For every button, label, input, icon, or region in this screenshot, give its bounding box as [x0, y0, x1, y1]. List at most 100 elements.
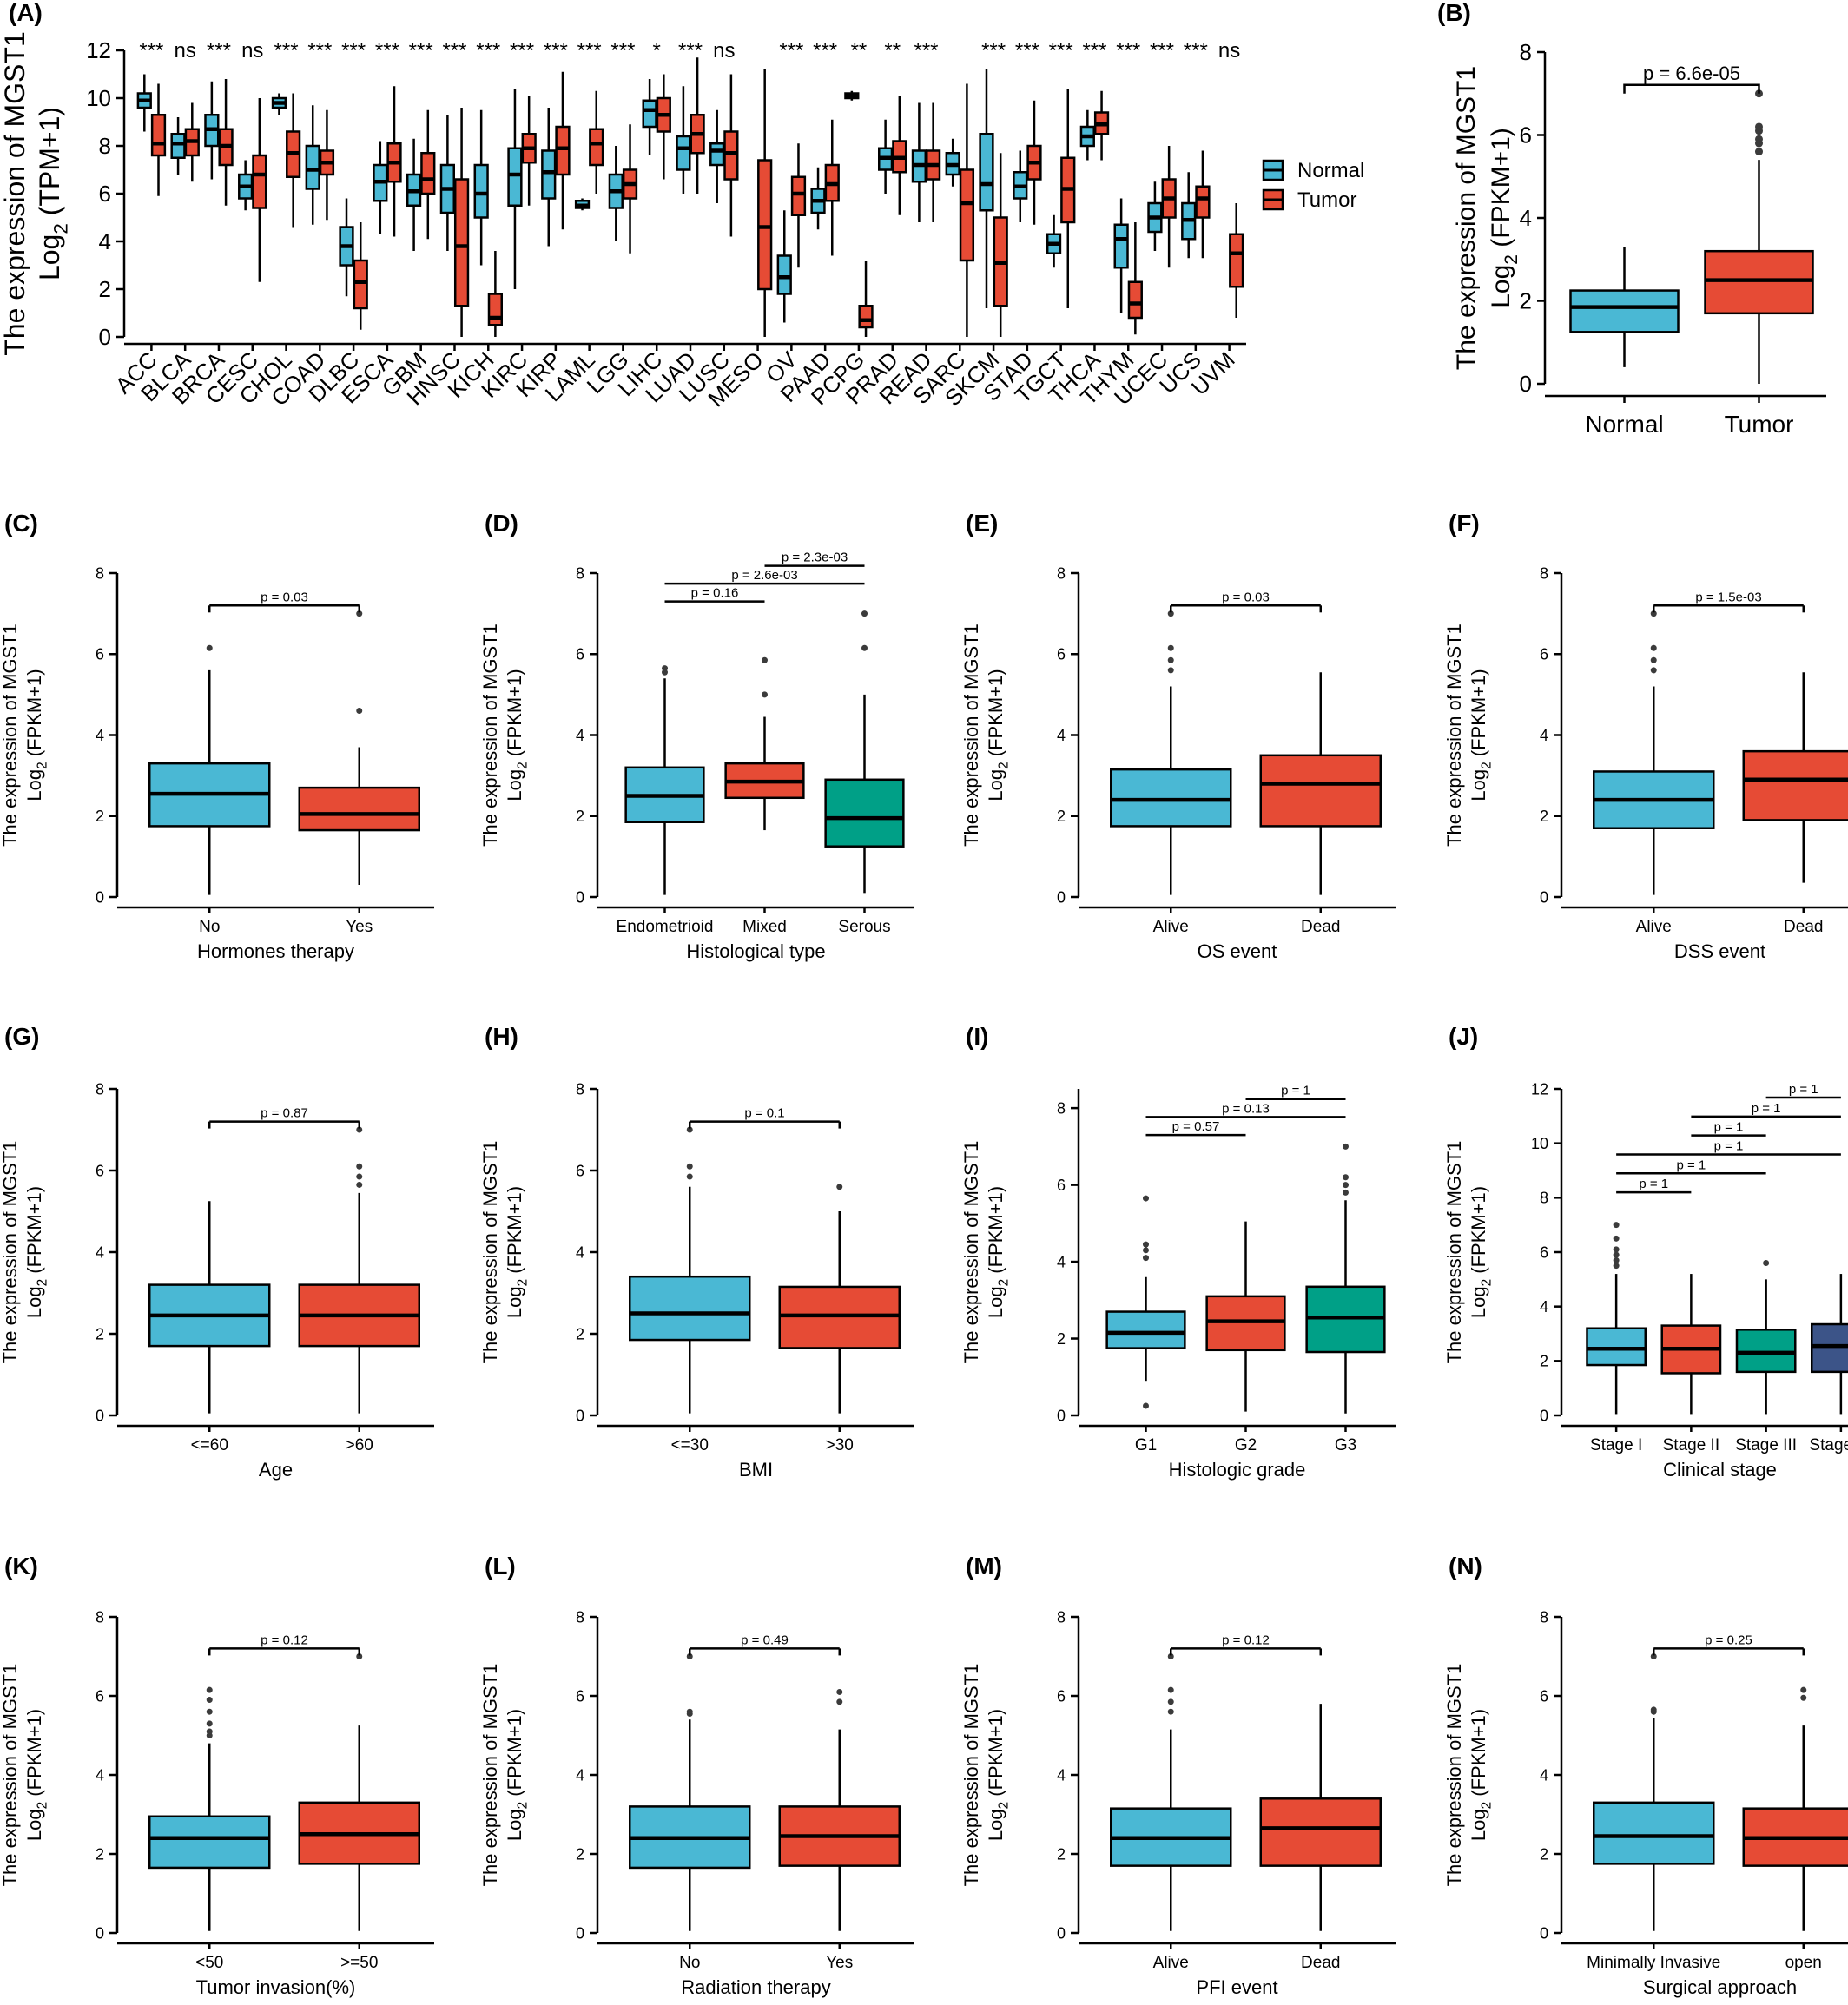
tumor-uvm-box — [1229, 233, 1244, 288]
y-axis-label: The expression of MGST1 — [1443, 1141, 1465, 1364]
significance-label: *** — [409, 39, 433, 63]
tumor-acc-box — [150, 114, 167, 157]
comparison-p-value: p = 0.13 — [1222, 1101, 1270, 1116]
tumor-box — [1704, 249, 1814, 315]
x-axis-label: Tumor invasion(%) — [196, 1976, 356, 1998]
y-tick-label: 2 — [99, 276, 111, 302]
outlier-point — [1755, 122, 1763, 131]
y-tick-label: 6 — [1057, 1687, 1066, 1705]
y-tick-label: 0 — [1057, 1407, 1066, 1424]
significance-label: *** — [476, 39, 500, 63]
outlier-point — [686, 1173, 693, 1180]
y-axis-label: The expression of MGST1 — [0, 31, 30, 355]
panel-l: (L) The expression of MGST1 Log2 (FPKM+1) 0… — [479, 1553, 914, 1998]
y-tick-label: 2 — [1540, 808, 1548, 825]
panel-m: (M) The expression of MGST1 Log2 (FPKM+1) 0… — [960, 1553, 1396, 1998]
tumor-gbm-box — [420, 152, 436, 195]
y-tick-label: 8 — [1540, 1190, 1548, 1207]
y-tick-label: 2 — [576, 808, 584, 825]
y-tick-label: 4 — [576, 1243, 584, 1261]
y-tick-label: 4 — [99, 228, 111, 254]
legend-label: Tumor — [1297, 188, 1356, 212]
y-tick-label: 4 — [1057, 1766, 1066, 1784]
y-tick-label: 0 — [1540, 1407, 1548, 1424]
outlier-point — [1650, 1653, 1657, 1659]
significance-label: *** — [510, 39, 534, 63]
outlier-point — [836, 1698, 843, 1705]
outlier-point — [1167, 1708, 1174, 1715]
x-tick-label: Endometrioid — [617, 918, 714, 936]
y-axis-label-unit: Log2 (FPKM+1) — [1468, 669, 1495, 801]
outlier-point — [1755, 135, 1763, 143]
x-axis-label: Histologic grade — [1169, 1459, 1306, 1481]
panel-k: (K) The expression of MGST1 Log2 (FPKM+1) 0… — [0, 1553, 434, 1998]
normal-box — [1569, 289, 1680, 333]
x-tick-label: Alive — [1636, 918, 1672, 936]
y-tick-label: 2 — [96, 1845, 104, 1863]
tumor-ov-box — [790, 175, 807, 216]
outlier-point — [836, 1688, 843, 1695]
outlier-point — [206, 644, 213, 651]
outlier-point — [1143, 1195, 1149, 1202]
significance-label: *** — [442, 39, 466, 63]
y-tick-label: 8 — [576, 564, 584, 582]
outlier-point — [356, 708, 363, 715]
outlier-point — [1613, 1263, 1620, 1270]
comparison-p-value: p = 1 — [1752, 1101, 1781, 1116]
y-axis-label: The expression of MGST1 — [960, 1664, 982, 1887]
x-tick-label: Yes — [826, 1954, 853, 1972]
outlier-point — [1343, 1189, 1349, 1196]
y-axis-label: The expression of MGST1 — [479, 1141, 501, 1364]
comparison-p-value: p = 1 — [1714, 1138, 1744, 1153]
y-tick-label: 4 — [1540, 1298, 1548, 1316]
x-tick-label: Dead — [1784, 918, 1823, 936]
y-tick-label: 0 — [99, 324, 111, 350]
x-tick-label: G1 — [1135, 1436, 1157, 1454]
y-tick-label: 8 — [96, 1080, 104, 1098]
y-tick-label: 8 — [576, 1080, 584, 1098]
y-tick-label: 6 — [1540, 1687, 1548, 1705]
x-axis-label: Clinical stage — [1663, 1459, 1777, 1481]
outlier-point — [1613, 1251, 1620, 1258]
y-tick-label: 4 — [576, 727, 584, 744]
panel-a: (A) The expression of MGST1 Log2 (TPM+1) 0 2… — [0, 0, 1364, 412]
outlier-point — [1650, 656, 1657, 663]
y-axis-label-unit: Log2 (FPKM+1) — [985, 1186, 1012, 1318]
y-tick-label: 0 — [1057, 1924, 1066, 1942]
y-axis-label-unit: Log2 (FPKM+1) — [1468, 1186, 1495, 1318]
comparison-p-value: p = 0.03 — [1222, 590, 1270, 604]
y-tick-label: 4 — [1520, 205, 1532, 231]
normal-ov-box — [776, 254, 792, 295]
group-1-box — [1259, 754, 1382, 828]
outlier-point — [1613, 1246, 1620, 1253]
outlier-point — [1613, 1235, 1620, 1242]
tumor-hnsc-box — [453, 178, 470, 307]
x-tick-label: Serous — [838, 918, 890, 936]
y-tick-label: 4 — [1057, 1253, 1066, 1270]
comparison-p-value: p = 0.16 — [691, 586, 739, 601]
x-tick-label: No — [199, 918, 220, 936]
significance-label: ns — [713, 39, 735, 63]
panel-letter: (C) — [4, 510, 38, 537]
significance-label: *** — [1150, 39, 1174, 63]
significance-label: *** — [1116, 39, 1140, 63]
outlier-point — [1755, 148, 1763, 156]
x-tick-label: <50 — [195, 1954, 223, 1972]
comparison-p-value: p = 2.3e-03 — [782, 551, 848, 565]
x-tick-label: Mixed — [742, 918, 787, 936]
outlier-point — [686, 1708, 693, 1715]
y-axis-label: The expression of MGST1 — [0, 1664, 21, 1887]
y-tick-label: 2 — [1520, 288, 1532, 314]
tumor-dlbc-box — [353, 259, 368, 310]
group-1-box — [778, 1285, 901, 1349]
significance-label: *** — [207, 39, 231, 63]
x-tick-label: Yes — [346, 918, 373, 936]
outlier-point — [1650, 610, 1657, 617]
group-0-box — [148, 1815, 271, 1870]
x-axis-label: Histological type — [686, 940, 825, 962]
x-tick-label: >=50 — [340, 1954, 378, 1972]
y-axis-label-unit: Log2 (FPKM+1) — [504, 1709, 531, 1841]
group-0-box — [629, 1275, 751, 1342]
outlier-point — [1167, 656, 1174, 663]
